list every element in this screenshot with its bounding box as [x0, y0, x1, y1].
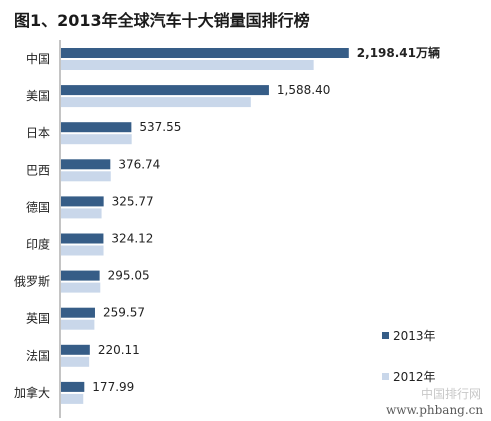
bar-2013 [61, 159, 111, 170]
value-label: 177.99 [92, 380, 134, 394]
value-label: 2,198.41万辆 [357, 45, 440, 60]
legend: 2013年 2012年 [382, 329, 436, 384]
value-label: 325.77 [112, 194, 154, 208]
legend-label-2012: 2012年 [393, 370, 436, 384]
value-label: 259.57 [103, 306, 145, 320]
legend-swatch-2012 [382, 373, 389, 380]
category-label: 法国 [26, 349, 50, 363]
legend-label-2013: 2013年 [393, 329, 436, 343]
bar-2012 [61, 208, 102, 219]
category-label: 加拿大 [14, 385, 50, 400]
bar-2013 [61, 48, 349, 58]
bar-2012 [61, 245, 104, 256]
bar-2012 [61, 134, 132, 145]
value-label: 376.74 [118, 157, 160, 171]
bar-2013 [61, 270, 100, 281]
bar-2012 [61, 97, 251, 108]
category-label: 英国 [26, 312, 50, 326]
value-label: 295.05 [108, 269, 150, 283]
category-label: 俄罗斯 [14, 275, 50, 289]
bar-2012 [61, 282, 101, 293]
bar-2013 [61, 344, 90, 355]
bar-2012 [61, 356, 90, 367]
bar-2013 [61, 85, 269, 96]
category-label: 德国 [26, 199, 50, 214]
bar-2013 [61, 381, 85, 392]
category-label: 印度 [26, 237, 50, 252]
bar-2012 [61, 171, 111, 182]
bar-2012 [61, 60, 314, 70]
bar-2013 [61, 307, 95, 318]
category-label: 日本 [26, 126, 50, 140]
bar-2012 [61, 393, 84, 404]
value-label: 537.55 [139, 120, 181, 134]
value-label: 324.12 [111, 232, 153, 246]
category-label: 巴西 [26, 163, 50, 177]
value-label: 220.11 [98, 343, 140, 357]
bar-2013 [61, 196, 104, 207]
category-label: 美国 [26, 89, 50, 103]
category-label: 中国 [26, 51, 50, 66]
bar-2013 [61, 233, 104, 244]
watermark-site-name: 中国排行网 [421, 386, 481, 401]
chart-title: 图1、2013年全球汽车十大销量国排行榜 [14, 11, 310, 30]
watermark-url: www.phbang.cn [386, 403, 483, 417]
legend-swatch-2013 [382, 332, 389, 339]
value-label: 1,588.40 [277, 83, 330, 97]
bar-2013 [61, 122, 132, 133]
bar-2012 [61, 319, 95, 330]
